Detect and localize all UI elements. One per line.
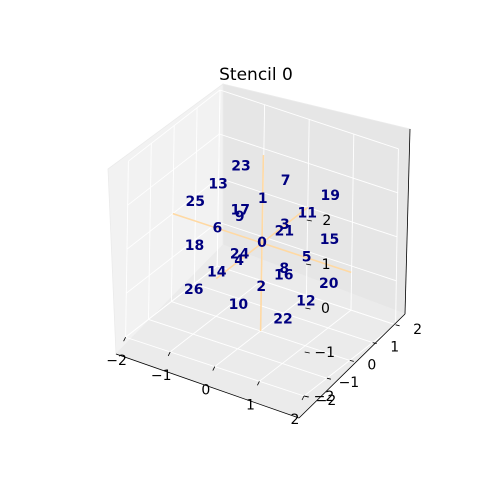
point-label-2: 2 <box>256 279 266 295</box>
y-tick-label: −1 <box>339 375 360 391</box>
x-tick-label: −2 <box>106 353 127 369</box>
grid-line <box>350 134 355 311</box>
grid-line <box>219 133 398 194</box>
point-label-20: 20 <box>319 276 339 292</box>
y-tick <box>349 360 354 362</box>
point-label-4: 4 <box>234 253 244 269</box>
point-label-10: 10 <box>229 297 249 313</box>
z-tick-label: −1 <box>314 345 335 361</box>
z-tick <box>306 219 312 222</box>
y-tick-label: 1 <box>390 340 399 356</box>
y-tick <box>395 324 400 327</box>
x-tick-label: 0 <box>201 383 210 399</box>
point-label-1: 1 <box>258 191 268 207</box>
cross-line-z <box>259 154 265 332</box>
z-axis-line <box>404 128 411 315</box>
grid-line <box>128 89 221 162</box>
point-label-18: 18 <box>185 238 204 254</box>
point-label-25: 25 <box>185 194 204 210</box>
x-axis-line <box>115 353 300 419</box>
point-label-17: 17 <box>231 203 250 219</box>
grid-line <box>216 89 221 267</box>
point-label-13: 13 <box>208 176 227 192</box>
point-label-3: 3 <box>280 217 290 233</box>
z-tick <box>304 351 310 354</box>
y-tick <box>326 377 331 380</box>
x-tick <box>301 395 305 401</box>
z-tick-label: 2 <box>322 213 331 229</box>
z-tick <box>303 395 310 398</box>
point-label-9: 9 <box>235 209 245 225</box>
chart-title: Stencil 0 <box>219 65 293 85</box>
gridlines <box>125 89 399 397</box>
y-tick-label: 2 <box>413 322 422 338</box>
grid-line <box>125 161 129 338</box>
point-label-5: 5 <box>302 250 312 266</box>
point-label-8: 8 <box>279 261 289 277</box>
x-tick <box>257 381 260 386</box>
coordinate-axes-cross <box>172 154 352 332</box>
point-label-21: 21 <box>275 224 294 240</box>
y-tick-label: 0 <box>367 357 376 373</box>
point-label-22: 22 <box>273 312 292 328</box>
point-label-11: 11 <box>298 206 317 222</box>
y-axis-line <box>298 313 406 419</box>
y-tick-label: −2 <box>316 393 337 409</box>
x-tick-label: −1 <box>151 368 172 384</box>
point-label-0: 0 <box>257 235 267 251</box>
x-tick-label: 2 <box>291 412 300 428</box>
z-tick-label: 1 <box>322 257 331 273</box>
grid-line <box>217 265 396 326</box>
x-tick <box>167 351 171 357</box>
point-label-15: 15 <box>320 232 339 248</box>
y-tick <box>372 342 377 344</box>
point-label-19: 19 <box>320 188 339 204</box>
grid-line <box>219 89 399 150</box>
point-label-14: 14 <box>207 264 227 280</box>
point-label-23: 23 <box>231 159 250 175</box>
grid-line <box>127 133 220 206</box>
x-tick <box>212 366 216 371</box>
x-tick-label: 1 <box>246 397 255 413</box>
x-tick <box>123 337 126 342</box>
grid-line <box>395 148 399 325</box>
point-label-7: 7 <box>281 173 291 189</box>
point-label-12: 12 <box>296 294 315 310</box>
z-tick-label: 0 <box>321 301 330 317</box>
point-label-26: 26 <box>184 282 203 298</box>
point-label-16: 16 <box>274 268 293 284</box>
z-tick-label: −2 <box>314 389 335 405</box>
grid-line <box>259 309 352 382</box>
grid-line <box>193 107 198 284</box>
grid-line <box>194 283 373 344</box>
z-tick <box>305 307 311 310</box>
grid-line <box>171 301 350 361</box>
point-label-24: 24 <box>230 247 250 263</box>
point-label-6: 6 <box>213 220 223 236</box>
z-tick <box>306 263 312 266</box>
